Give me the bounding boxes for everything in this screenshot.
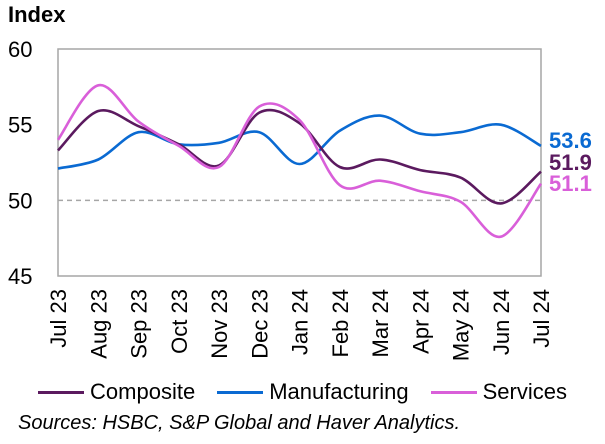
end-label-services: 51.1 [549,171,592,196]
x-tick-label: Jul 24 [529,289,554,348]
y-axis-title: Index [8,2,66,27]
source-note: Sources: HSBC, S&P Global and Haver Anal… [18,412,461,434]
plot-area [57,48,542,277]
x-tick-label: Aug 23 [86,289,111,359]
legend-label: Manufacturing [269,379,409,404]
series-line-services [56,83,543,239]
x-tick-label: Mar 24 [368,289,393,357]
legend-label: Composite [90,379,196,404]
y-tick-label: 45 [8,264,32,289]
legend-swatch [38,390,85,394]
x-tick-label: May 24 [449,289,474,361]
legend-swatch [217,390,264,394]
end-label-composite: 51.9 [549,150,592,175]
line-chart: Index 45 50 55 60 51.953.6 51.1 Jul 23 Aug 23… [8,2,592,361]
x-tick-label: Sep 23 [127,289,152,359]
end-label-manufacturing: 53.6 [549,128,592,153]
y-tick-label: 50 [8,188,32,213]
x-tick-label: Jan 24 [288,289,313,355]
x-tick-label: Feb 24 [328,289,353,358]
y-tick-label: 55 [8,113,32,138]
y-tick-label: 60 [8,37,32,62]
x-tick-label: Nov 23 [207,289,232,359]
legend: Composite Manufacturing Services [0,377,605,407]
series-line-manufacturing [57,114,542,170]
x-tick-label: Jun 24 [489,289,514,355]
legend-swatch [430,390,477,394]
legend-item-services: Services [430,379,567,405]
x-tick-label: Jul 23 [46,289,71,348]
x-tick-label: Oct 23 [167,289,192,354]
legend-item-manufacturing: Manufacturing [217,379,409,405]
legend-label: Services [482,379,567,404]
x-tick-label: Apr 24 [408,289,433,354]
series-line-composite [57,108,542,205]
x-tick-label: Dec 23 [247,289,272,359]
legend-item-composite: Composite [38,379,195,405]
